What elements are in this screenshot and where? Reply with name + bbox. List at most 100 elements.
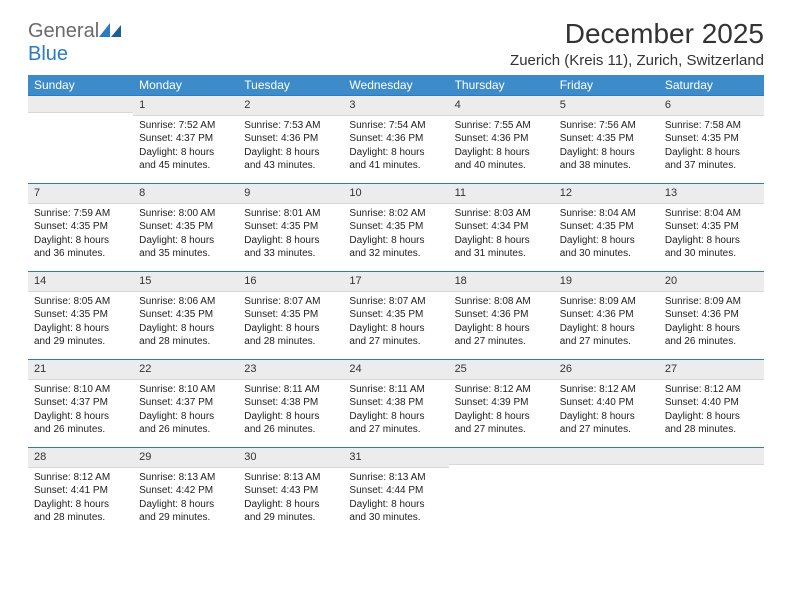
sunrise-text: Sunrise: 8:01 AM [244, 207, 337, 221]
sunset-text: Sunset: 4:35 PM [560, 132, 653, 146]
logo-word-1: General [28, 20, 99, 42]
day-details: Sunrise: 7:58 AMSunset: 4:35 PMDaylight:… [659, 116, 764, 177]
sunrise-text: Sunrise: 8:12 AM [455, 383, 548, 397]
day-details: Sunrise: 8:08 AMSunset: 4:36 PMDaylight:… [449, 292, 554, 353]
sunrise-text: Sunrise: 8:12 AM [665, 383, 758, 397]
calendar-day-cell: 12Sunrise: 8:04 AMSunset: 4:35 PMDayligh… [554, 184, 659, 272]
day-number: 25 [449, 360, 554, 380]
sunrise-text: Sunrise: 8:02 AM [349, 207, 442, 221]
title-block: December 2025 Zuerich (Kreis 11), Zurich… [510, 18, 764, 69]
calendar-day-cell: 31Sunrise: 8:13 AMSunset: 4:44 PMDayligh… [343, 448, 448, 536]
sunset-text: Sunset: 4:35 PM [244, 220, 337, 234]
sunset-text: Sunset: 4:35 PM [560, 220, 653, 234]
day-details: Sunrise: 8:07 AMSunset: 4:35 PMDaylight:… [238, 292, 343, 353]
daylight-text: Daylight: 8 hours and 30 minutes. [560, 234, 653, 261]
daylight-text: Daylight: 8 hours and 26 minutes. [139, 410, 232, 437]
daylight-text: Daylight: 8 hours and 28 minutes. [34, 498, 127, 525]
day-details: Sunrise: 8:11 AMSunset: 4:38 PMDaylight:… [238, 380, 343, 441]
sunset-text: Sunset: 4:35 PM [139, 308, 232, 322]
weekday-header: Wednesday [343, 75, 448, 96]
sunset-text: Sunset: 4:35 PM [665, 220, 758, 234]
calendar-day-cell: 19Sunrise: 8:09 AMSunset: 4:36 PMDayligh… [554, 272, 659, 360]
brand-logo: General Blue [28, 20, 121, 66]
calendar-day-cell: 25Sunrise: 8:12 AMSunset: 4:39 PMDayligh… [449, 360, 554, 448]
day-details: Sunrise: 8:12 AMSunset: 4:40 PMDaylight:… [659, 380, 764, 441]
day-number: 7 [28, 184, 133, 204]
day-details: Sunrise: 7:59 AMSunset: 4:35 PMDaylight:… [28, 204, 133, 265]
day-number: 21 [28, 360, 133, 380]
sunset-text: Sunset: 4:36 PM [349, 132, 442, 146]
sunrise-text: Sunrise: 8:09 AM [560, 295, 653, 309]
sunset-text: Sunset: 4:39 PM [455, 396, 548, 410]
sunrise-text: Sunrise: 8:13 AM [139, 471, 232, 485]
daylight-text: Daylight: 8 hours and 28 minutes. [665, 410, 758, 437]
day-details: Sunrise: 8:09 AMSunset: 4:36 PMDaylight:… [554, 292, 659, 353]
calendar-day-cell: 22Sunrise: 8:10 AMSunset: 4:37 PMDayligh… [133, 360, 238, 448]
sunset-text: Sunset: 4:35 PM [665, 132, 758, 146]
sunset-text: Sunset: 4:40 PM [560, 396, 653, 410]
day-number: 4 [449, 96, 554, 116]
calendar-body: 1Sunrise: 7:52 AMSunset: 4:37 PMDaylight… [28, 96, 764, 536]
day-details: Sunrise: 8:03 AMSunset: 4:34 PMDaylight:… [449, 204, 554, 265]
day-number: 2 [238, 96, 343, 116]
day-details: Sunrise: 8:10 AMSunset: 4:37 PMDaylight:… [28, 380, 133, 441]
calendar-week-row: 7Sunrise: 7:59 AMSunset: 4:35 PMDaylight… [28, 184, 764, 272]
day-number: 15 [133, 272, 238, 292]
day-number [659, 448, 764, 465]
calendar-day-cell: 1Sunrise: 7:52 AMSunset: 4:37 PMDaylight… [133, 96, 238, 184]
sunrise-text: Sunrise: 7:52 AM [139, 119, 232, 133]
day-number: 10 [343, 184, 448, 204]
calendar-day-cell [659, 448, 764, 536]
calendar-day-cell: 18Sunrise: 8:08 AMSunset: 4:36 PMDayligh… [449, 272, 554, 360]
calendar-day-cell: 13Sunrise: 8:04 AMSunset: 4:35 PMDayligh… [659, 184, 764, 272]
sunrise-text: Sunrise: 8:04 AM [560, 207, 653, 221]
day-number: 19 [554, 272, 659, 292]
calendar-day-cell: 8Sunrise: 8:00 AMSunset: 4:35 PMDaylight… [133, 184, 238, 272]
day-details: Sunrise: 8:11 AMSunset: 4:38 PMDaylight:… [343, 380, 448, 441]
daylight-text: Daylight: 8 hours and 29 minutes. [139, 498, 232, 525]
location-subtitle: Zuerich (Kreis 11), Zurich, Switzerland [510, 52, 764, 69]
sunset-text: Sunset: 4:35 PM [139, 220, 232, 234]
sunset-text: Sunset: 4:36 PM [560, 308, 653, 322]
calendar-week-row: 14Sunrise: 8:05 AMSunset: 4:35 PMDayligh… [28, 272, 764, 360]
daylight-text: Daylight: 8 hours and 29 minutes. [34, 322, 127, 349]
daylight-text: Daylight: 8 hours and 45 minutes. [139, 146, 232, 173]
sunrise-text: Sunrise: 8:07 AM [244, 295, 337, 309]
calendar-day-cell: 14Sunrise: 8:05 AMSunset: 4:35 PMDayligh… [28, 272, 133, 360]
logo-word-2: Blue [28, 43, 68, 65]
calendar-day-cell: 20Sunrise: 8:09 AMSunset: 4:36 PMDayligh… [659, 272, 764, 360]
sunset-text: Sunset: 4:37 PM [34, 396, 127, 410]
calendar-table: Sunday Monday Tuesday Wednesday Thursday… [28, 75, 764, 536]
sunrise-text: Sunrise: 8:03 AM [455, 207, 548, 221]
sunset-text: Sunset: 4:35 PM [349, 308, 442, 322]
calendar-day-cell [449, 448, 554, 536]
daylight-text: Daylight: 8 hours and 36 minutes. [34, 234, 127, 261]
sunset-text: Sunset: 4:36 PM [455, 132, 548, 146]
sunset-text: Sunset: 4:36 PM [455, 308, 548, 322]
day-details: Sunrise: 7:54 AMSunset: 4:36 PMDaylight:… [343, 116, 448, 177]
daylight-text: Daylight: 8 hours and 27 minutes. [349, 410, 442, 437]
calendar-day-cell: 10Sunrise: 8:02 AMSunset: 4:35 PMDayligh… [343, 184, 448, 272]
day-details: Sunrise: 8:04 AMSunset: 4:35 PMDaylight:… [659, 204, 764, 265]
day-details: Sunrise: 8:06 AMSunset: 4:35 PMDaylight:… [133, 292, 238, 353]
sunset-text: Sunset: 4:38 PM [244, 396, 337, 410]
calendar-day-cell: 27Sunrise: 8:12 AMSunset: 4:40 PMDayligh… [659, 360, 764, 448]
calendar-day-cell: 24Sunrise: 8:11 AMSunset: 4:38 PMDayligh… [343, 360, 448, 448]
sunrise-text: Sunrise: 8:06 AM [139, 295, 232, 309]
sunrise-text: Sunrise: 8:13 AM [244, 471, 337, 485]
day-details: Sunrise: 7:56 AMSunset: 4:35 PMDaylight:… [554, 116, 659, 177]
sunrise-text: Sunrise: 7:58 AM [665, 119, 758, 133]
day-details: Sunrise: 7:52 AMSunset: 4:37 PMDaylight:… [133, 116, 238, 177]
sunrise-text: Sunrise: 8:11 AM [349, 383, 442, 397]
calendar-week-row: 1Sunrise: 7:52 AMSunset: 4:37 PMDaylight… [28, 96, 764, 184]
daylight-text: Daylight: 8 hours and 26 minutes. [665, 322, 758, 349]
day-number: 28 [28, 448, 133, 468]
sunset-text: Sunset: 4:37 PM [139, 396, 232, 410]
sunrise-text: Sunrise: 8:12 AM [560, 383, 653, 397]
sunrise-text: Sunrise: 8:10 AM [139, 383, 232, 397]
sunset-text: Sunset: 4:40 PM [665, 396, 758, 410]
sunrise-text: Sunrise: 8:09 AM [665, 295, 758, 309]
day-number: 5 [554, 96, 659, 116]
calendar-day-cell: 21Sunrise: 8:10 AMSunset: 4:37 PMDayligh… [28, 360, 133, 448]
sunset-text: Sunset: 4:35 PM [349, 220, 442, 234]
